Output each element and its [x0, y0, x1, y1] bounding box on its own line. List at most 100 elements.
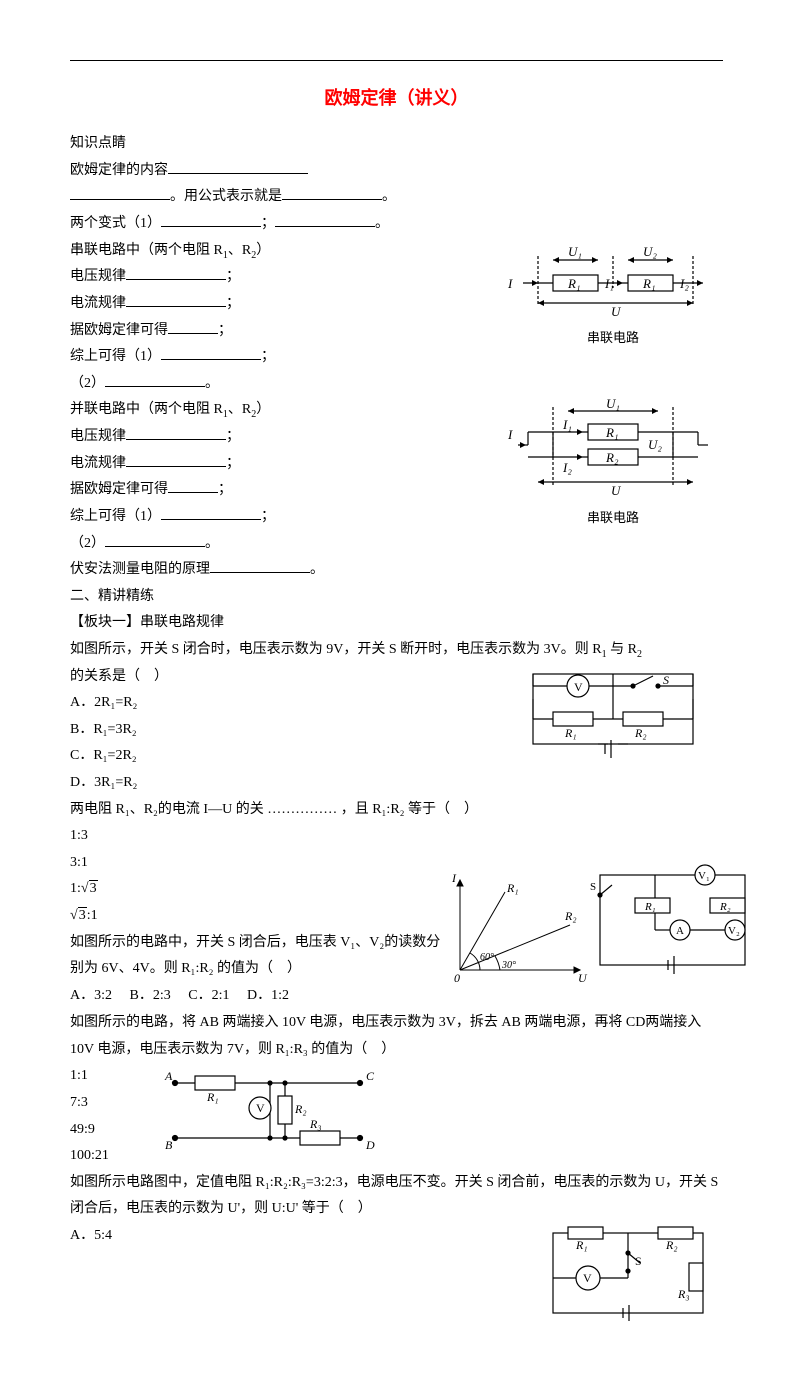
svg-text:I₂: I₂	[562, 460, 572, 475]
svg-text:R₁: R₁	[564, 726, 577, 740]
label: 据欧姆定律可得	[70, 323, 168, 338]
svg-text:R₂: R₂	[719, 901, 731, 913]
ohm-content: 欧姆定律的内容	[70, 158, 723, 185]
svg-text:I: I	[507, 427, 513, 442]
blank	[126, 265, 226, 280]
svg-text:S: S	[635, 1254, 642, 1268]
opt-b: 7:3	[70, 1090, 160, 1117]
q4-row: 1:1 7:3 49:9 100:21 A R₁ C V R₂ B R₃	[70, 1063, 723, 1169]
blank	[161, 505, 261, 520]
svg-text:S: S	[663, 673, 669, 687]
blank	[126, 452, 226, 467]
opt-a: A．3:2	[70, 988, 112, 1003]
blank	[168, 478, 218, 493]
i-label: I	[507, 276, 513, 291]
top-rule	[70, 60, 723, 61]
parallel-circuit-svg: R₁ R₂ I I₁ I₂ U₁ U₂ U	[508, 397, 718, 497]
q1-figure: V S R₁ R₂	[523, 664, 723, 770]
blank	[210, 558, 310, 573]
svg-text:R₃: R₃	[677, 1287, 690, 1301]
opt-a: A．2R₁=R₂	[70, 690, 523, 717]
r1-label: R₁	[567, 276, 580, 291]
blank	[168, 159, 308, 174]
r2-label: R₁	[642, 276, 655, 291]
opt-b: B．2:3	[130, 988, 171, 1003]
opt-d: D．1:2	[247, 988, 289, 1003]
svg-text:R₂: R₂	[294, 1102, 307, 1116]
label: 据欧姆定律可得	[70, 482, 168, 497]
q1: 如图所示，开关 S 闭合时，电压表示数为 9V，开关 S 断开时，电压表示数为 …	[70, 637, 723, 664]
svg-text:U: U	[611, 483, 622, 498]
label: 两个变式（1）	[70, 216, 161, 231]
opt-c: 1:3	[70, 876, 160, 903]
label: （2）	[70, 376, 105, 391]
i1-label: I₁	[604, 276, 614, 291]
label: 电压规律	[70, 269, 126, 284]
svg-text:D: D	[365, 1138, 375, 1152]
svg-text:R₁: R₁	[605, 425, 618, 440]
blank	[105, 532, 205, 547]
blank	[105, 372, 205, 387]
series-figure: R₁ R₁ I I₁ I₂ U₁ U₂	[503, 238, 723, 351]
opt-c: 49:9	[70, 1117, 160, 1144]
opt-d: 3:1	[70, 903, 160, 930]
section-heading: 二、精讲精练	[70, 584, 723, 611]
block-heading: 【板块一】串联电路规律	[70, 610, 723, 637]
svg-text:60°: 60°	[480, 952, 494, 963]
semi: ；	[261, 216, 275, 231]
q5-figure: R₁ R₂ S V R₃	[543, 1223, 723, 1334]
series-caption: 串联电路	[503, 326, 723, 351]
svg-text:A: A	[676, 925, 684, 937]
q5-text: 如图所示电路图中，定值电阻 R₁:R₂:R₃=3:2:3，电源电压不变。开关 S…	[70, 1170, 723, 1223]
opt-a: 1:3	[70, 823, 160, 850]
svg-text:R₁: R₁	[575, 1238, 588, 1252]
blank	[70, 185, 170, 200]
svg-text:B: B	[165, 1138, 173, 1152]
svg-text:R₂: R₂	[665, 1238, 678, 1252]
svg-text:U₁: U₁	[606, 396, 620, 411]
q3-circuit: V₁ S R₁ R₂ A V₂	[590, 860, 755, 991]
iu-graph: I U 0 R₁ R₂ 60° 30°	[440, 870, 590, 1001]
label: 电流规律	[70, 456, 126, 471]
blank	[161, 212, 261, 227]
period: 。	[382, 189, 396, 204]
blank	[168, 319, 218, 334]
q2-text: 两电阻 R₁、R₂的电流 I—U 的关 …………… ，且 R₁:R₂ 等于（ ）	[70, 797, 723, 824]
label: 综上可得（1）	[70, 349, 161, 364]
page-title: 欧姆定律（讲义）	[70, 81, 723, 115]
svg-text:S: S	[590, 881, 596, 893]
svg-text:V: V	[583, 1271, 592, 1285]
svg-text:V: V	[574, 680, 583, 694]
parallel-row: 并联电路中（两个电阻 R1、R2） 电压规律； 电流规律； 据欧姆定律可得； 综…	[70, 397, 723, 583]
u2-label: U₂	[643, 244, 657, 259]
q4-text: 如图所示的电路，将 AB 两端接入 10V 电源，电压表示数为 3V，拆去 AB…	[70, 1010, 723, 1063]
svg-text:U₂: U₂	[648, 437, 662, 452]
opt-d: 100:21	[70, 1143, 160, 1170]
svg-text:R₃: R₃	[309, 1117, 322, 1131]
svg-text:V₂: V₂	[728, 925, 740, 937]
label: 。用公式表示就是	[170, 189, 282, 204]
opt-a: A．5:4	[70, 1223, 543, 1250]
blank	[126, 425, 226, 440]
svg-text:C: C	[366, 1069, 375, 1083]
svg-text:R₂: R₂	[634, 726, 647, 740]
svg-text:R₂: R₂	[605, 450, 619, 465]
svg-text:V: V	[256, 1101, 265, 1115]
blank	[126, 292, 226, 307]
svg-text:0: 0	[454, 971, 460, 985]
opt-c: C．2:1	[188, 988, 229, 1003]
blank	[282, 185, 382, 200]
series-row: 串联电路中（两个电阻 R1、R2） 电压规律； 电流规律； 据欧姆定律可得； 综…	[70, 238, 723, 398]
blank	[161, 345, 261, 360]
opt-a: 1:1	[70, 1063, 160, 1090]
u1-label: U₁	[568, 244, 582, 259]
i2-label: I₂	[679, 276, 689, 291]
parallel-figure: R₁ R₂ I I₁ I₂ U₁ U₂ U	[503, 397, 723, 530]
label: 欧姆定律的内容	[70, 163, 168, 178]
parallel-text: 并联电路中（两个电阻 R1、R2） 电压规律； 电流规律； 据欧姆定律可得； 综…	[70, 397, 503, 583]
opt-d: D．3R₁=R₂	[70, 770, 523, 797]
q4-figure: A R₁ C V R₂ B R₃ D	[160, 1063, 390, 1164]
svg-text:A: A	[164, 1069, 173, 1083]
label: 综上可得（1）	[70, 509, 161, 524]
svg-text:R₁: R₁	[644, 901, 656, 913]
